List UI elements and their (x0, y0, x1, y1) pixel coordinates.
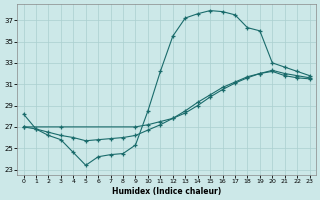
X-axis label: Humidex (Indice chaleur): Humidex (Indice chaleur) (112, 187, 221, 196)
